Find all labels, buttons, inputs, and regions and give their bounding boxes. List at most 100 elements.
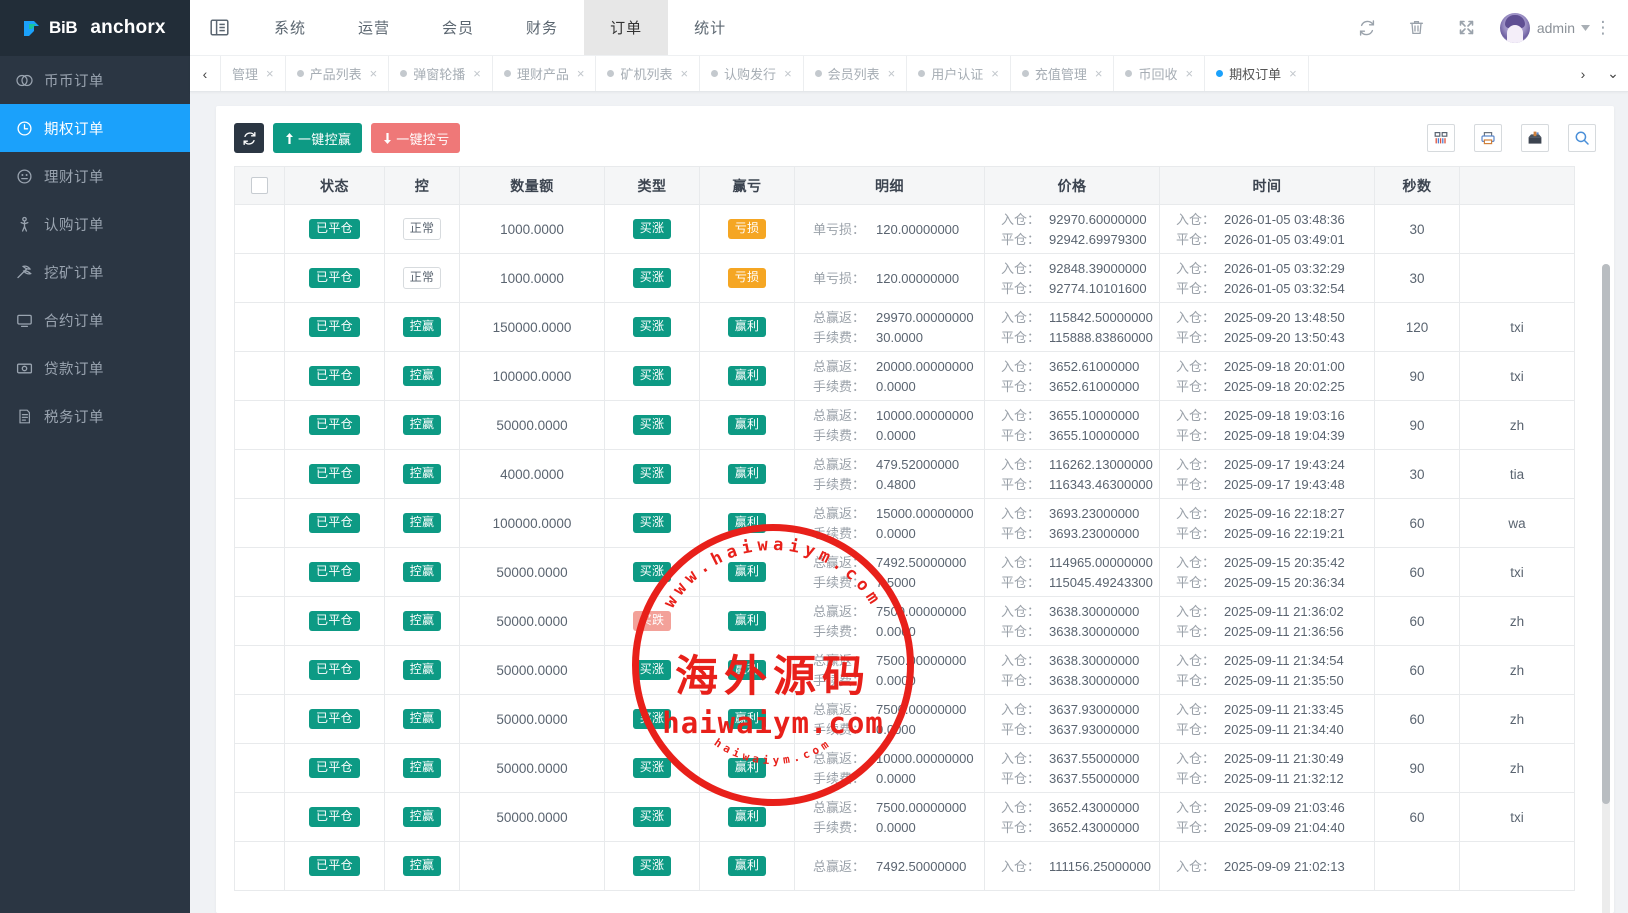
- tab-10[interactable]: 期权订单 ×: [1205, 56, 1309, 91]
- menu-collapse-icon[interactable]: [190, 0, 248, 55]
- tab-close-icon[interactable]: ×: [1185, 66, 1194, 81]
- status-badge[interactable]: 已平仓: [309, 415, 360, 435]
- tab-5[interactable]: 认购发行 ×: [700, 56, 804, 91]
- tab-close-icon[interactable]: ×: [1289, 66, 1297, 81]
- topnav-item-0[interactable]: 系统: [274, 20, 307, 37]
- one-click-control-win-button[interactable]: 一键控赢: [273, 123, 363, 153]
- win-loss-badge[interactable]: 赢利: [727, 317, 767, 337]
- sidebar-item-7[interactable]: 税务订单: [0, 392, 190, 440]
- topnav-item-5[interactable]: 统计: [694, 20, 727, 37]
- win-loss-badge[interactable]: 赢利: [727, 513, 767, 533]
- tab-2[interactable]: 弹窗轮播 ×: [389, 56, 493, 91]
- status-badge[interactable]: 已平仓: [309, 219, 360, 239]
- tab-6[interactable]: 会员列表 ×: [804, 56, 908, 91]
- control-badge[interactable]: 控赢: [402, 660, 442, 680]
- tab-close-icon[interactable]: ×: [991, 66, 999, 81]
- refresh-icon[interactable]: [1342, 0, 1392, 56]
- tab-8[interactable]: 充值管理 ×: [1011, 56, 1115, 91]
- status-badge[interactable]: 已平仓: [309, 562, 360, 582]
- status-badge[interactable]: 已平仓: [309, 856, 360, 876]
- type-badge[interactable]: 买涨: [632, 268, 672, 288]
- control-badge[interactable]: 控赢: [402, 415, 442, 435]
- tab-close-icon[interactable]: ×: [1094, 66, 1103, 81]
- type-badge[interactable]: 买涨: [632, 366, 672, 386]
- table-row[interactable]: 已平仓 控赢 50000.0000 买涨 赢利 总赢返： 7500.00000000 手续费：…: [234, 645, 1575, 695]
- status-badge[interactable]: 已平仓: [309, 807, 360, 827]
- type-badge[interactable]: 买涨: [632, 562, 672, 582]
- type-badge[interactable]: 买涨: [632, 856, 672, 876]
- win-loss-badge[interactable]: 赢利: [727, 415, 767, 435]
- table-row[interactable]: 已平仓 控赢 150000.0000 买涨 赢利 总赢返： 29970.00000000 手续…: [234, 302, 1575, 352]
- win-loss-badge[interactable]: 赢利: [727, 366, 767, 386]
- win-loss-badge[interactable]: 赢利: [727, 856, 767, 876]
- status-badge[interactable]: 已平仓: [309, 660, 360, 680]
- status-badge[interactable]: 已平仓: [309, 709, 360, 729]
- control-badge[interactable]: 控赢: [402, 562, 442, 582]
- tab-close-icon[interactable]: ×: [369, 66, 378, 81]
- sidebar-item-5[interactable]: 合约订单: [0, 296, 190, 344]
- table-row[interactable]: 已平仓 控赢 50000.0000 买涨 赢利 总赢返： 10000.00000000 手续费…: [234, 400, 1575, 450]
- type-badge[interactable]: 买涨: [632, 513, 672, 533]
- tab-1[interactable]: 产品列表 ×: [286, 56, 390, 91]
- columns-icon[interactable]: [1427, 124, 1455, 152]
- more-options-icon[interactable]: ⋮: [1594, 17, 1612, 37]
- tab-close-icon[interactable]: ×: [887, 66, 896, 81]
- table-row[interactable]: 已平仓 正常 1000.0000 买涨 亏损 单亏损： 120.00000000 入仓： 929…: [234, 204, 1575, 254]
- tabs-scroll-right-button[interactable]: ›: [1580, 65, 1586, 82]
- search-icon[interactable]: [1568, 124, 1596, 152]
- control-badge[interactable]: 控赢: [402, 464, 442, 484]
- tab-9[interactable]: 币回收 ×: [1114, 56, 1206, 91]
- tabs-scroll-left-button[interactable]: ‹: [202, 65, 208, 82]
- win-loss-badge[interactable]: 亏损: [727, 219, 767, 239]
- status-badge[interactable]: 已平仓: [309, 611, 360, 631]
- table-row[interactable]: 已平仓 控赢 100000.0000 买涨 赢利 总赢返： 20000.00000000 手续…: [234, 351, 1575, 401]
- control-badge[interactable]: 控赢: [402, 611, 442, 631]
- win-loss-badge[interactable]: 赢利: [727, 464, 767, 484]
- trash-icon[interactable]: [1392, 0, 1442, 56]
- tab-3[interactable]: 理财产品 ×: [493, 56, 597, 91]
- status-badge[interactable]: 已平仓: [309, 366, 360, 386]
- export-icon[interactable]: [1521, 124, 1549, 152]
- control-badge[interactable]: 控赢: [402, 758, 442, 778]
- win-loss-badge[interactable]: 赢利: [727, 660, 767, 680]
- control-badge[interactable]: 控赢: [402, 513, 442, 533]
- sidebar-item-3[interactable]: 认购订单: [0, 200, 190, 248]
- table-row[interactable]: 已平仓 控赢 50000.0000 买涨 赢利 总赢返： 7492.50000000 手续费：…: [234, 547, 1575, 597]
- win-loss-badge[interactable]: 赢利: [727, 562, 767, 582]
- sidebar-item-6[interactable]: 贷款订单: [0, 344, 190, 392]
- tab-close-icon[interactable]: ×: [266, 66, 274, 81]
- win-loss-badge[interactable]: 赢利: [727, 758, 767, 778]
- tab-close-icon[interactable]: ×: [784, 66, 792, 81]
- tab-0[interactable]: 管理 ×: [220, 56, 286, 91]
- control-badge[interactable]: 控赢: [402, 807, 442, 827]
- tab-close-icon[interactable]: ×: [473, 66, 481, 81]
- type-badge[interactable]: 买涨: [632, 219, 672, 239]
- table-row[interactable]: 已平仓 控赢 50000.0000 买涨 赢利 总赢返： 7500.00000000 手续费：…: [234, 792, 1575, 842]
- type-badge[interactable]: 买涨: [632, 464, 672, 484]
- status-badge[interactable]: 已平仓: [309, 317, 360, 337]
- tab-close-icon[interactable]: ×: [680, 66, 689, 81]
- type-badge[interactable]: 买涨: [632, 660, 672, 680]
- select-all-checkbox[interactable]: [251, 177, 268, 195]
- table-scrollbar-thumb[interactable]: [1602, 264, 1610, 804]
- topnav-item-2[interactable]: 会员: [442, 20, 475, 37]
- sidebar-item-2[interactable]: 理财订单: [0, 152, 190, 200]
- tab-4[interactable]: 矿机列表 ×: [596, 56, 701, 91]
- brand-logo-block[interactable]: BiB anchorx: [0, 0, 190, 56]
- status-badge[interactable]: 已平仓: [309, 268, 360, 288]
- win-loss-badge[interactable]: 赢利: [727, 807, 767, 827]
- control-badge[interactable]: 控赢: [402, 317, 442, 337]
- status-badge[interactable]: 已平仓: [309, 513, 360, 533]
- type-badge[interactable]: 买跌: [632, 611, 672, 631]
- type-badge[interactable]: 买涨: [632, 415, 672, 435]
- tabs-dropdown-button[interactable]: ⌄: [1607, 65, 1619, 81]
- table-row[interactable]: 已平仓 正常 1000.0000 买涨 亏损 单亏损： 120.00000000 入仓： 928…: [234, 253, 1575, 303]
- fullscreen-icon[interactable]: [1442, 0, 1492, 56]
- status-badge[interactable]: 已平仓: [309, 758, 360, 778]
- type-badge[interactable]: 买涨: [632, 807, 672, 827]
- table-vertical-scrollbar[interactable]: [1602, 264, 1610, 913]
- tab-7[interactable]: 用户认证 ×: [907, 56, 1011, 91]
- sidebar-item-1[interactable]: 期权订单: [0, 104, 190, 152]
- print-icon[interactable]: [1474, 124, 1502, 152]
- control-badge[interactable]: 控赢: [402, 856, 442, 876]
